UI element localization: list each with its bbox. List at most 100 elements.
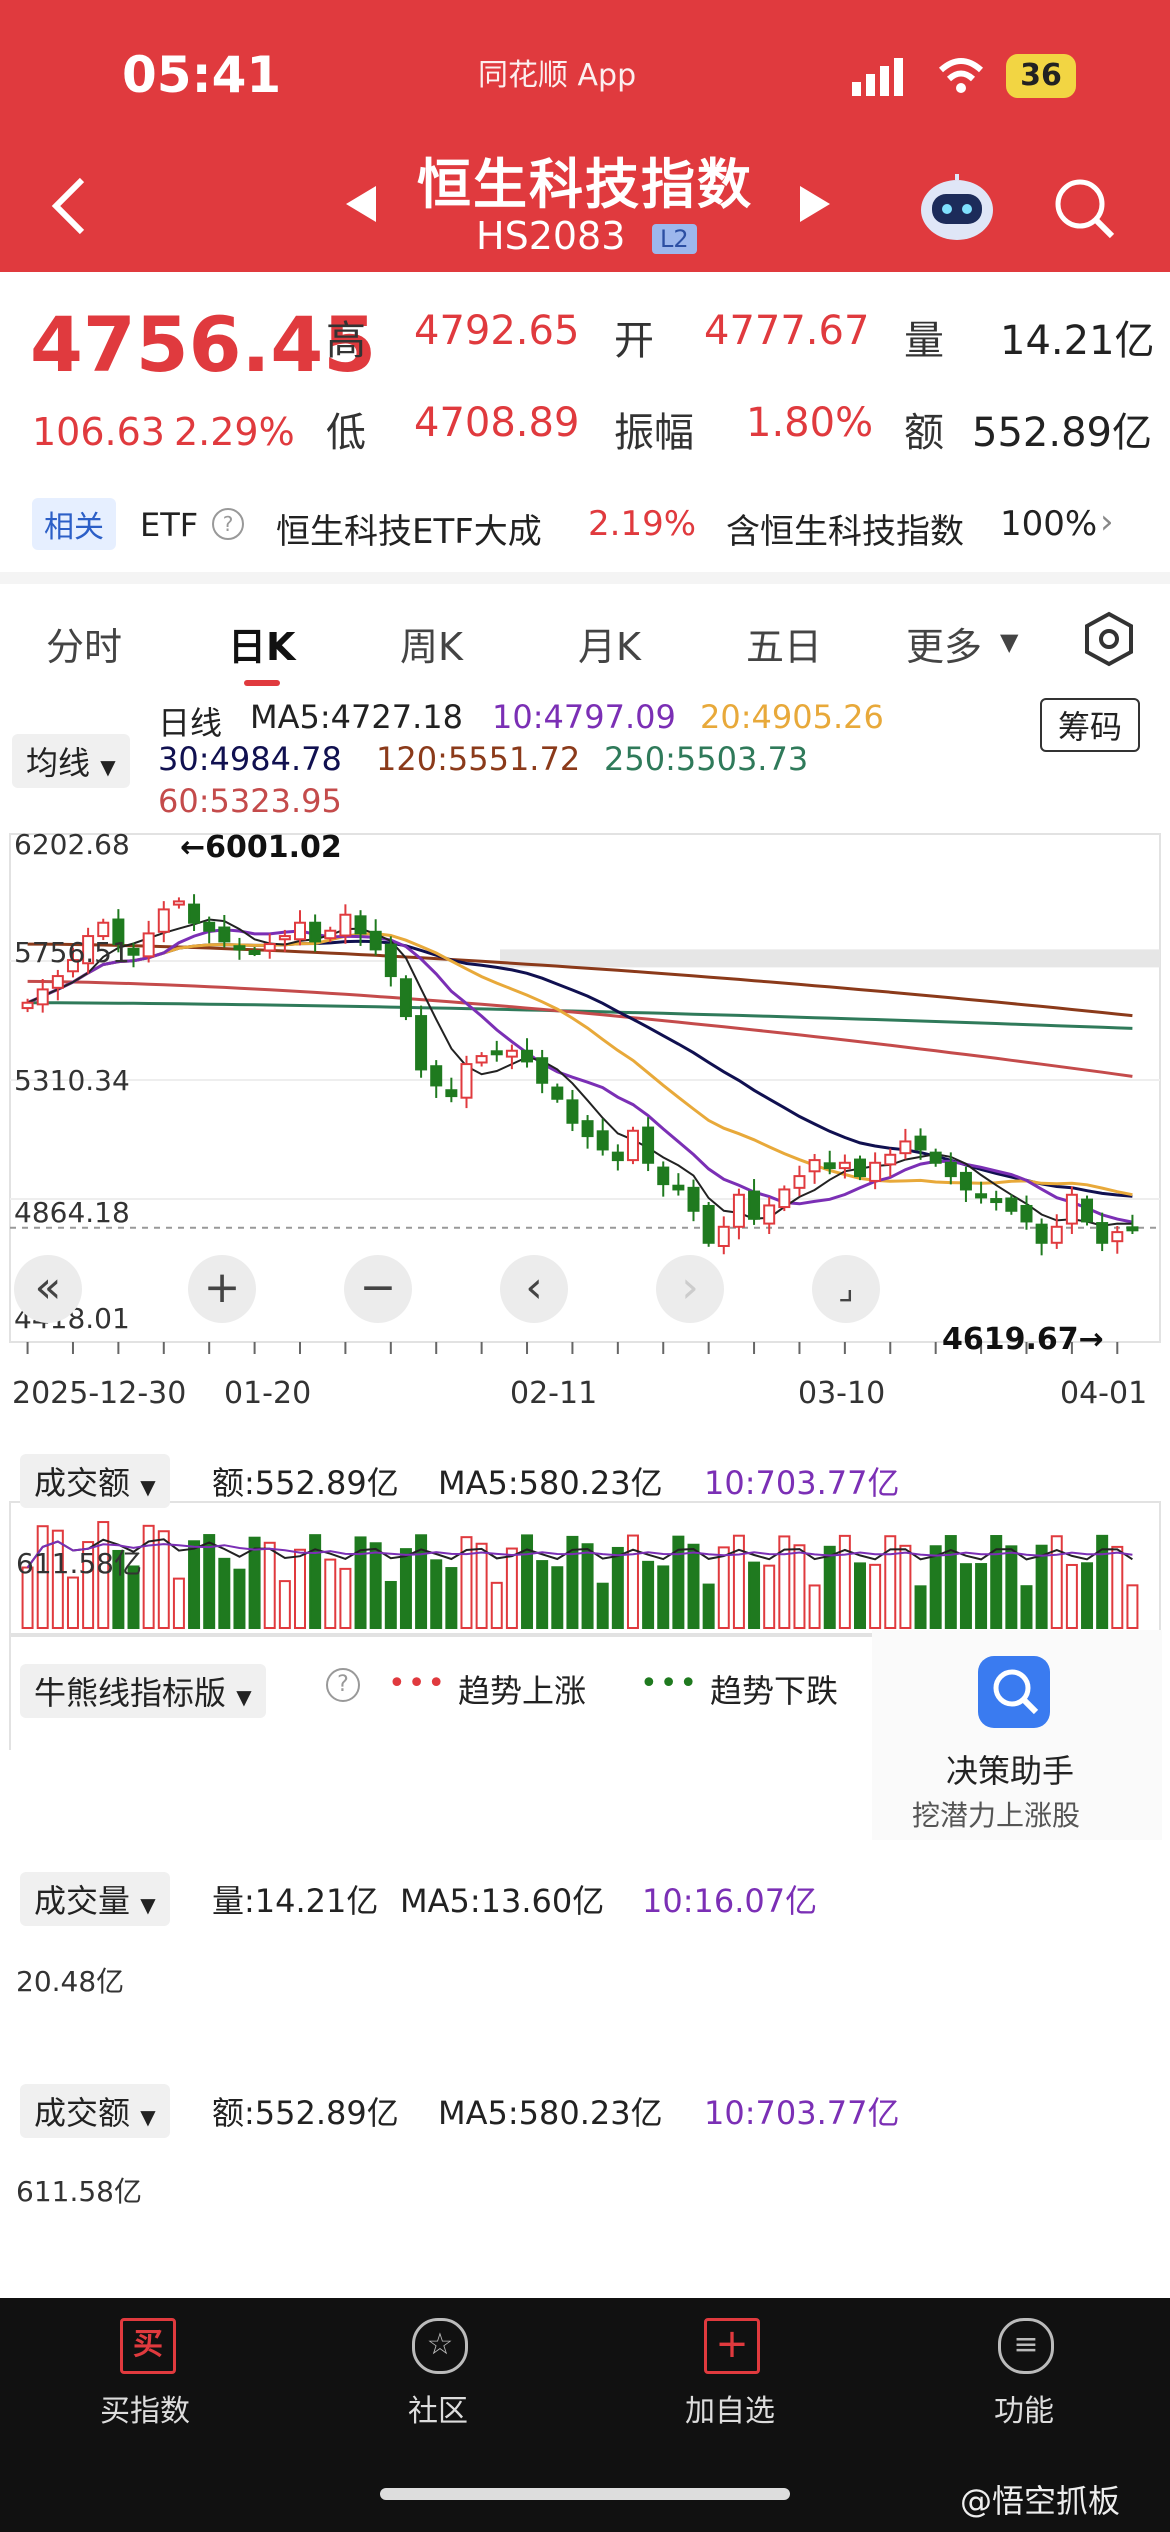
page-title: 恒生科技指数 bbox=[417, 153, 753, 216]
bull-bear-dropdown[interactable]: 牛熊线指标版 ▼ bbox=[20, 1664, 266, 1718]
search-icon[interactable] bbox=[1052, 176, 1118, 242]
nav-add-watchlist[interactable]: 加自选 bbox=[685, 2394, 775, 2429]
candle-body bbox=[611, 1151, 624, 1162]
candle-body bbox=[354, 915, 367, 935]
ma120-value: 120:5551.72 bbox=[376, 740, 581, 778]
panel-indicator-label: 成交量 bbox=[34, 1882, 131, 1920]
volume-indicator-dropdown[interactable]: 成交量 ▼ bbox=[20, 1872, 170, 1926]
candle-body bbox=[778, 1188, 791, 1209]
zoom-out-icon[interactable]: − bbox=[344, 1255, 412, 1323]
amount-panel-bar bbox=[642, 1560, 655, 1629]
candle-body bbox=[309, 921, 322, 943]
nav-community[interactable]: 社区 bbox=[408, 2394, 468, 2429]
assistant-icon bbox=[978, 1656, 1050, 1728]
indicator-label: 均线 bbox=[26, 744, 91, 782]
next-index-icon[interactable] bbox=[798, 184, 832, 224]
candle-body bbox=[460, 1063, 473, 1099]
panel-y-tick: 611.58亿 bbox=[16, 2175, 142, 2208]
amount-panel-ma-line bbox=[26, 1538, 1133, 1569]
ma120-line bbox=[27, 942, 1133, 1018]
help-icon[interactable]: ? bbox=[212, 508, 244, 540]
panel-ma5: MA5:580.23亿 bbox=[438, 2094, 663, 2132]
next-icon[interactable]: › bbox=[656, 1255, 724, 1323]
amount-panel-bar bbox=[1005, 1545, 1018, 1630]
tab-monthly-k[interactable]: 月K bbox=[578, 625, 641, 669]
tab-five-day[interactable]: 五日 bbox=[746, 625, 823, 669]
robot-assistant-icon[interactable] bbox=[918, 172, 996, 242]
candle-body bbox=[399, 978, 412, 1018]
amount-panel-bar bbox=[1096, 1534, 1109, 1630]
amount-panel-bar bbox=[687, 1543, 700, 1629]
amount-panel-bar bbox=[793, 1544, 806, 1629]
tab-weekly-k[interactable]: 周K bbox=[400, 625, 463, 669]
add-watchlist-icon[interactable]: + bbox=[704, 2318, 760, 2374]
prev-index-icon[interactable] bbox=[344, 184, 378, 224]
panel-value: 量:14.21亿 bbox=[212, 1882, 379, 1920]
y-tick: 4864.18 bbox=[14, 1196, 130, 1229]
etf-label: ETF bbox=[140, 506, 199, 544]
index-code: HS2083 bbox=[476, 214, 626, 258]
amount-panel-bar bbox=[596, 1582, 609, 1630]
amount-indicator-dropdown-2[interactable]: 成交额 ▼ bbox=[20, 2084, 170, 2138]
buy-index-icon[interactable]: 买 bbox=[120, 2318, 176, 2374]
amount-panel-bar bbox=[188, 1540, 201, 1630]
candle-body bbox=[975, 1193, 988, 1199]
amount-panel-bar bbox=[142, 1524, 155, 1629]
ma30-line bbox=[26, 939, 1133, 1198]
back-icon[interactable] bbox=[50, 176, 90, 236]
max-price-label: ←6001.02 bbox=[180, 830, 342, 865]
amount-panel-bar bbox=[869, 1563, 882, 1629]
ma20-line bbox=[26, 931, 1133, 1197]
menu-icon[interactable]: ≡ bbox=[998, 2318, 1054, 2374]
candle-body bbox=[657, 1166, 670, 1186]
candle-body bbox=[929, 1151, 942, 1164]
y-tick: 6202.68 bbox=[14, 828, 130, 861]
community-icon[interactable]: ☆ bbox=[412, 2318, 468, 2374]
candle-body bbox=[793, 1175, 806, 1189]
caret-down-icon: ▼ bbox=[140, 2105, 156, 2129]
related-etf-name[interactable]: 恒生科技ETF大成 bbox=[276, 512, 542, 552]
candle-body bbox=[959, 1171, 972, 1191]
chip-button[interactable]: 筹码 bbox=[1040, 698, 1141, 752]
candle-body bbox=[687, 1186, 700, 1212]
fullscreen-icon[interactable]: ⌟ bbox=[812, 1255, 880, 1323]
candle-body bbox=[808, 1159, 821, 1173]
kline-chart[interactable] bbox=[0, 690, 1170, 1750]
tab-more[interactable]: 更多 bbox=[906, 625, 983, 669]
settings-icon[interactable] bbox=[1080, 610, 1138, 668]
more-caret-icon[interactable]: ▼ bbox=[1000, 628, 1019, 656]
amount-panel-frame bbox=[9, 1501, 1161, 1637]
tab-intraday[interactable]: 分时 bbox=[46, 625, 123, 669]
x-tick: 01-20 bbox=[224, 1376, 312, 1411]
nav-buy-index[interactable]: 买指数 bbox=[100, 2394, 190, 2429]
chevron-right-icon[interactable]: › bbox=[1100, 502, 1114, 542]
level-badge: L2 bbox=[652, 224, 697, 254]
y-tick: 5310.34 bbox=[14, 1064, 130, 1097]
amount-panel-bar bbox=[21, 1566, 34, 1630]
amount-panel-bar bbox=[399, 1548, 412, 1630]
ma20-value: 20:4905.26 bbox=[700, 698, 884, 736]
prev-icon[interactable]: ‹ bbox=[500, 1255, 568, 1323]
scroll-left-icon[interactable]: « bbox=[14, 1255, 82, 1323]
tab-daily-k[interactable]: 日K bbox=[228, 625, 296, 669]
amount-panel-bar bbox=[521, 1534, 534, 1630]
candle-body bbox=[732, 1193, 745, 1228]
candle-body bbox=[838, 1161, 851, 1170]
candle-body bbox=[1020, 1204, 1033, 1223]
indicator-dropdown[interactable]: 均线 ▼ bbox=[12, 734, 130, 788]
x-tick: 03-10 bbox=[798, 1376, 886, 1411]
amount-panel-bar bbox=[672, 1535, 685, 1629]
nav-functions[interactable]: 功能 bbox=[994, 2394, 1054, 2429]
open-label: 开 bbox=[614, 318, 654, 364]
amount-panel-bar bbox=[66, 1576, 79, 1630]
amount-label: 额 bbox=[904, 410, 944, 456]
candle-body bbox=[97, 921, 110, 938]
divider bbox=[0, 572, 1170, 584]
help-icon[interactable]: ? bbox=[326, 1668, 360, 1702]
zoom-in-icon[interactable]: + bbox=[188, 1255, 256, 1323]
amount-panel-bar bbox=[1065, 1563, 1078, 1629]
candle-body bbox=[218, 926, 231, 943]
amount-panel-bar bbox=[990, 1535, 1003, 1629]
volume-label: 量 bbox=[904, 318, 944, 364]
amount-indicator-dropdown[interactable]: 成交额 ▼ bbox=[20, 1454, 170, 1508]
